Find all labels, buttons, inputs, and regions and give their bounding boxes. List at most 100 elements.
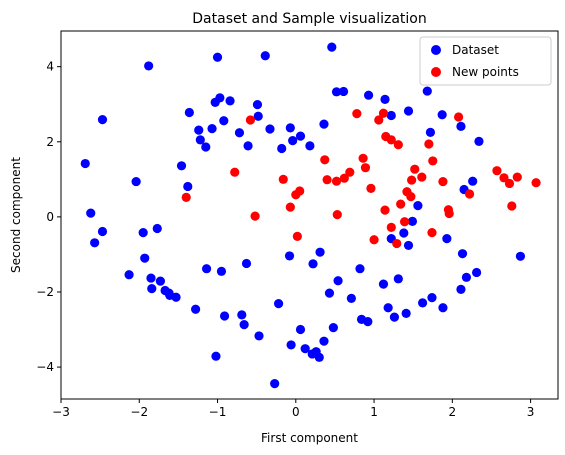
dataset-point: [472, 267, 482, 278]
new-points-point: [402, 187, 412, 197]
dataset-point: [331, 87, 342, 97]
x-tick-label: −1: [209, 405, 227, 419]
x-tick-label: 0: [292, 405, 300, 419]
dataset-point: [327, 42, 337, 52]
dataset-point: [328, 323, 338, 333]
dataset-point: [155, 276, 165, 286]
dataset-point: [183, 181, 193, 192]
chart-title: Dataset and Sample visualization: [192, 11, 426, 27]
new-points-point: [358, 153, 368, 163]
dataset-point: [201, 142, 211, 152]
dataset-point: [386, 110, 396, 121]
dataset-point: [140, 253, 150, 263]
dataset-point: [308, 259, 318, 269]
new-points-point: [492, 166, 502, 176]
data-points: [80, 42, 541, 389]
dataset-point: [273, 299, 284, 309]
dataset-point: [152, 223, 162, 234]
dataset-point: [239, 320, 249, 330]
dataset-point: [270, 379, 280, 389]
dataset-point: [383, 303, 393, 313]
dataset-point: [138, 228, 148, 238]
dataset-point: [80, 158, 90, 169]
dataset-point: [254, 331, 264, 341]
dataset-point: [407, 216, 418, 226]
dataset-point: [252, 100, 263, 110]
new-points-point: [292, 231, 302, 242]
dataset-point: [324, 288, 335, 298]
new-points-point: [369, 235, 379, 245]
dataset-point: [241, 258, 252, 269]
dataset-point: [286, 340, 296, 350]
dataset-point: [184, 107, 194, 118]
y-tick-label: −2: [36, 285, 54, 299]
dataset-point: [219, 116, 229, 126]
new-points-point: [454, 112, 464, 122]
dataset-point: [225, 96, 235, 106]
dataset-point: [319, 119, 329, 129]
dataset-point: [243, 141, 253, 151]
legend-label-dataset: Dataset: [452, 43, 499, 57]
y-tick-label: −4: [36, 360, 54, 374]
new-points-point: [407, 175, 417, 185]
dataset-point: [284, 251, 295, 261]
x-tick-label: −3: [52, 405, 70, 419]
new-points-point: [438, 176, 448, 187]
dataset-point: [191, 304, 201, 314]
dataset-point: [307, 349, 317, 359]
dataset-point: [456, 121, 466, 131]
new-points-point: [428, 156, 438, 166]
y-tick-label: 4: [46, 60, 54, 74]
dataset-point: [234, 128, 245, 138]
x-axis-ticks: −3 −2 −1 0 1 2 3: [52, 399, 534, 419]
y-axis-ticks: −4 −2 0 2 4: [36, 60, 61, 374]
new-points-point: [331, 176, 342, 186]
new-points-point: [339, 173, 349, 183]
new-points-point: [181, 192, 191, 202]
dataset-point: [146, 273, 156, 283]
new-points-point: [504, 178, 515, 189]
dataset-point: [401, 308, 411, 318]
dataset-point: [211, 351, 221, 361]
new-points-point: [507, 201, 517, 211]
new-points-point: [427, 228, 437, 238]
x-tick-label: 2: [449, 405, 457, 419]
dataset-point: [285, 123, 295, 133]
new-points-point: [378, 108, 389, 118]
new-points-point: [345, 167, 355, 177]
new-points-point: [531, 178, 541, 188]
dataset-point: [403, 240, 414, 251]
dataset-point: [194, 125, 204, 135]
dataset-point: [457, 249, 468, 259]
new-points-point: [352, 109, 362, 119]
dataset-point: [265, 124, 275, 134]
dataset-point: [300, 344, 310, 354]
dataset-point: [378, 279, 389, 289]
new-points-point: [386, 222, 396, 232]
x-axis-label: First component: [261, 431, 358, 445]
dataset-point: [86, 208, 96, 218]
dataset-point: [356, 314, 367, 324]
new-points-point: [410, 164, 420, 174]
dataset-point: [201, 264, 212, 274]
dataset-point: [295, 324, 306, 335]
new-points-point: [285, 202, 295, 212]
dataset-point: [237, 310, 247, 320]
new-points-point: [392, 238, 402, 249]
new-points-point: [322, 175, 332, 185]
dataset-point: [90, 238, 100, 248]
dataset-point: [319, 336, 329, 346]
new-points-point: [512, 172, 522, 182]
dataset-point: [425, 127, 436, 137]
new-points-point: [417, 172, 427, 182]
y-tick-label: 0: [46, 210, 54, 224]
new-points-point: [380, 205, 390, 215]
dataset-point: [461, 272, 472, 282]
new-points-point: [295, 186, 305, 196]
dataset-point: [417, 298, 428, 308]
dataset-point: [338, 86, 349, 97]
dataset-point: [260, 51, 270, 61]
dataset-point: [212, 52, 223, 62]
x-tick-label: −2: [130, 405, 148, 419]
x-tick-label: 1: [370, 405, 378, 419]
